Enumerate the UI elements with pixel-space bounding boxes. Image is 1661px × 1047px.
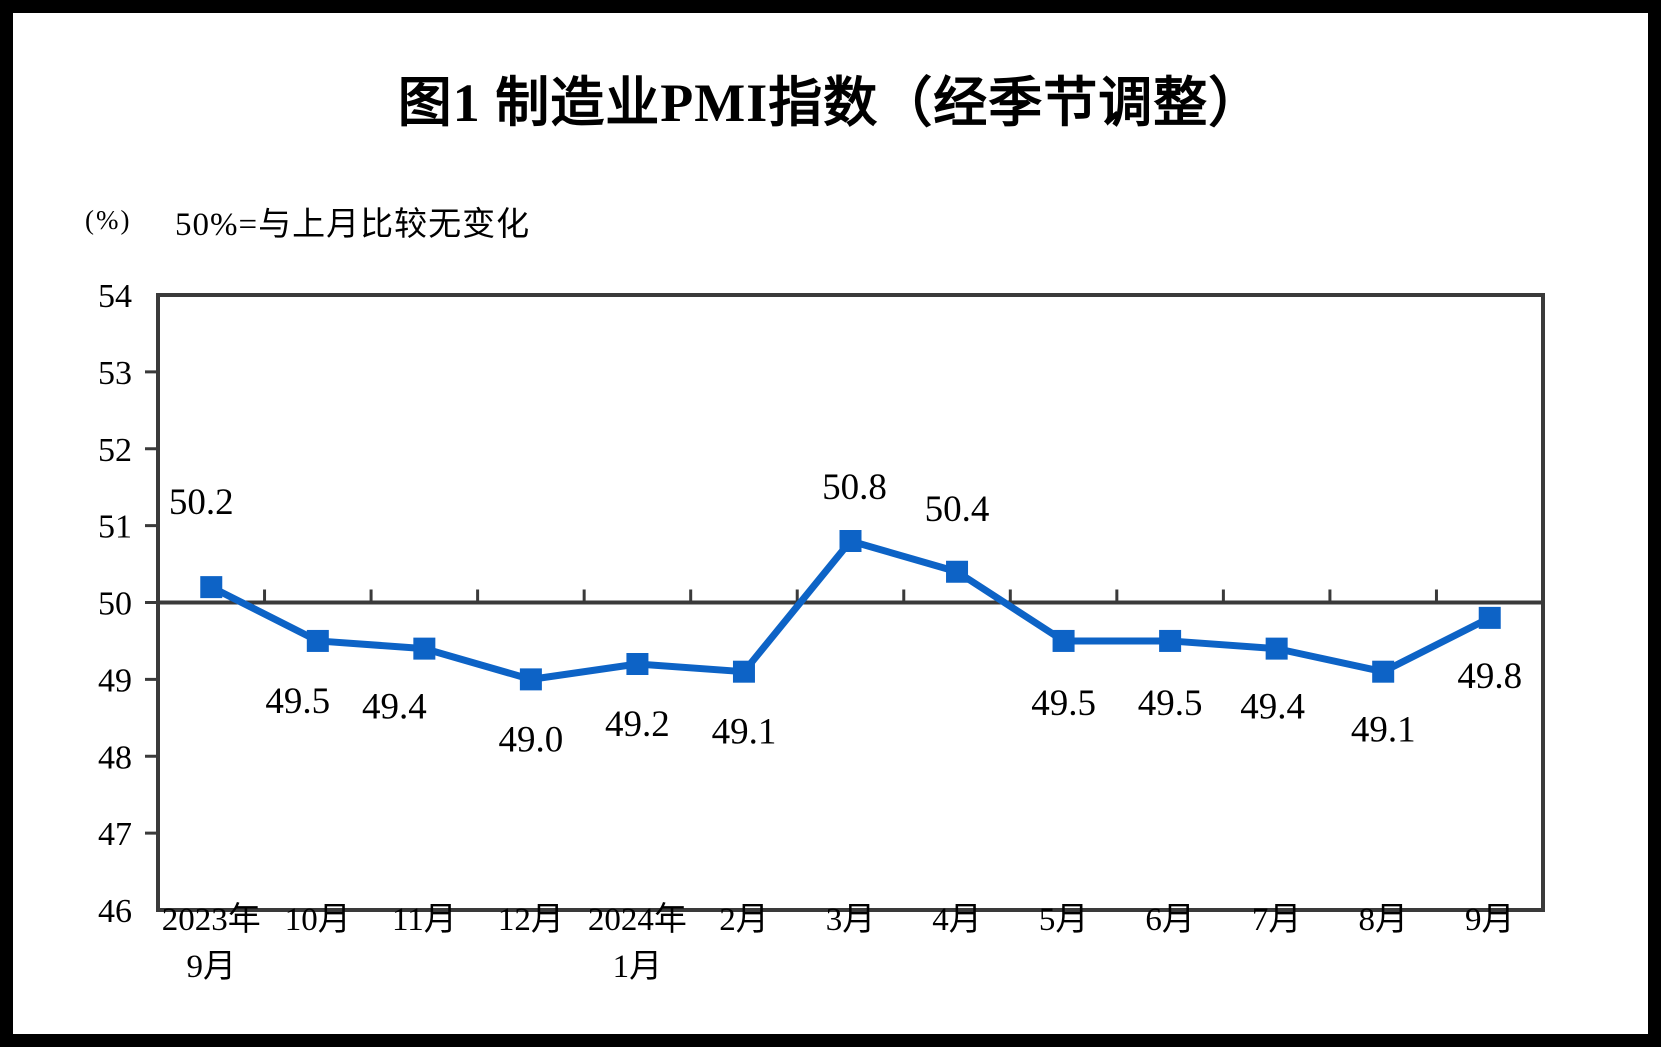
y-axis-tick-label: 50 (98, 586, 132, 623)
y-axis-tick-label: 54 (98, 278, 132, 315)
x-axis-category-label: 4月 (932, 902, 982, 938)
y-axis-unit-label: (%) (85, 205, 132, 235)
x-axis-category-label: 11月 (392, 902, 457, 938)
y-axis-tick-label: 47 (98, 816, 132, 853)
y-axis-tick-label: 52 (98, 432, 132, 469)
data-point-marker (946, 560, 969, 583)
data-point-label: 49.8 (1457, 656, 1522, 697)
x-axis-category-label: 3月 (826, 902, 876, 938)
data-point-label: 50.4 (925, 489, 990, 530)
data-point-label: 49.1 (712, 712, 777, 753)
chart-canvas: 图1 制造业PMI指数（经季节调整） (%) 50%=与上月比较无变化 46 47… (13, 13, 1648, 1034)
x-axis-category-label: 9月 (1465, 902, 1515, 938)
chart-title: 图1 制造业PMI指数（经季节调整） (397, 73, 1264, 133)
x-axis-category-label: 8月 (1358, 902, 1408, 938)
x-axis-category-label: 10月 (285, 902, 351, 938)
data-point-label: 49.1 (1351, 710, 1416, 751)
x-axis-category-label: 9月 (187, 949, 237, 985)
data-point-label: 50.2 (169, 482, 234, 523)
data-point-label: 49.5 (1138, 683, 1203, 724)
data-point-marker (1159, 629, 1182, 652)
data-point-marker (413, 637, 436, 660)
x-axis-category-label: 2024年 (588, 901, 687, 938)
y-axis-tick-label: 51 (98, 509, 132, 546)
y-axis-tick-label: 48 (98, 739, 132, 776)
data-point-marker (1265, 637, 1288, 660)
data-point-marker (1478, 606, 1501, 629)
data-point-marker (306, 629, 329, 652)
data-point-label: 49.2 (605, 704, 670, 745)
x-axis-category-label: 2023年 (162, 901, 261, 938)
y-axis-tick-label: 49 (98, 662, 132, 699)
data-point-label: 49.4 (362, 687, 427, 728)
data-point-label: 49.0 (499, 719, 564, 760)
data-point-marker (732, 660, 755, 683)
data-point-marker (1372, 660, 1395, 683)
data-point-label: 49.5 (1031, 683, 1096, 724)
x-axis-category-label: 5月 (1039, 902, 1089, 938)
data-point-marker (1052, 629, 1075, 652)
data-point-label: 50.8 (822, 467, 887, 508)
x-axis-category-label: 12月 (498, 902, 564, 938)
x-axis-category-label: 6月 (1145, 902, 1195, 938)
pmi-series-line (209, 537, 1492, 683)
data-point-label: 49.4 (1240, 687, 1305, 728)
y-axis-tick-label: 53 (98, 355, 132, 392)
x-axis-category-label: 2月 (719, 902, 769, 938)
baseline-note: 50%=与上月比较无变化 (175, 207, 531, 243)
data-point-marker (839, 530, 862, 552)
data-point-label: 49.5 (265, 681, 330, 722)
x-axis-category-label: 1月 (613, 949, 663, 985)
data-point-marker (626, 653, 649, 675)
y-axis-tick-label: 46 (98, 893, 132, 930)
data-point-marker (200, 576, 223, 599)
x-axis-category-label: 7月 (1252, 902, 1302, 938)
data-point-marker (519, 668, 542, 691)
